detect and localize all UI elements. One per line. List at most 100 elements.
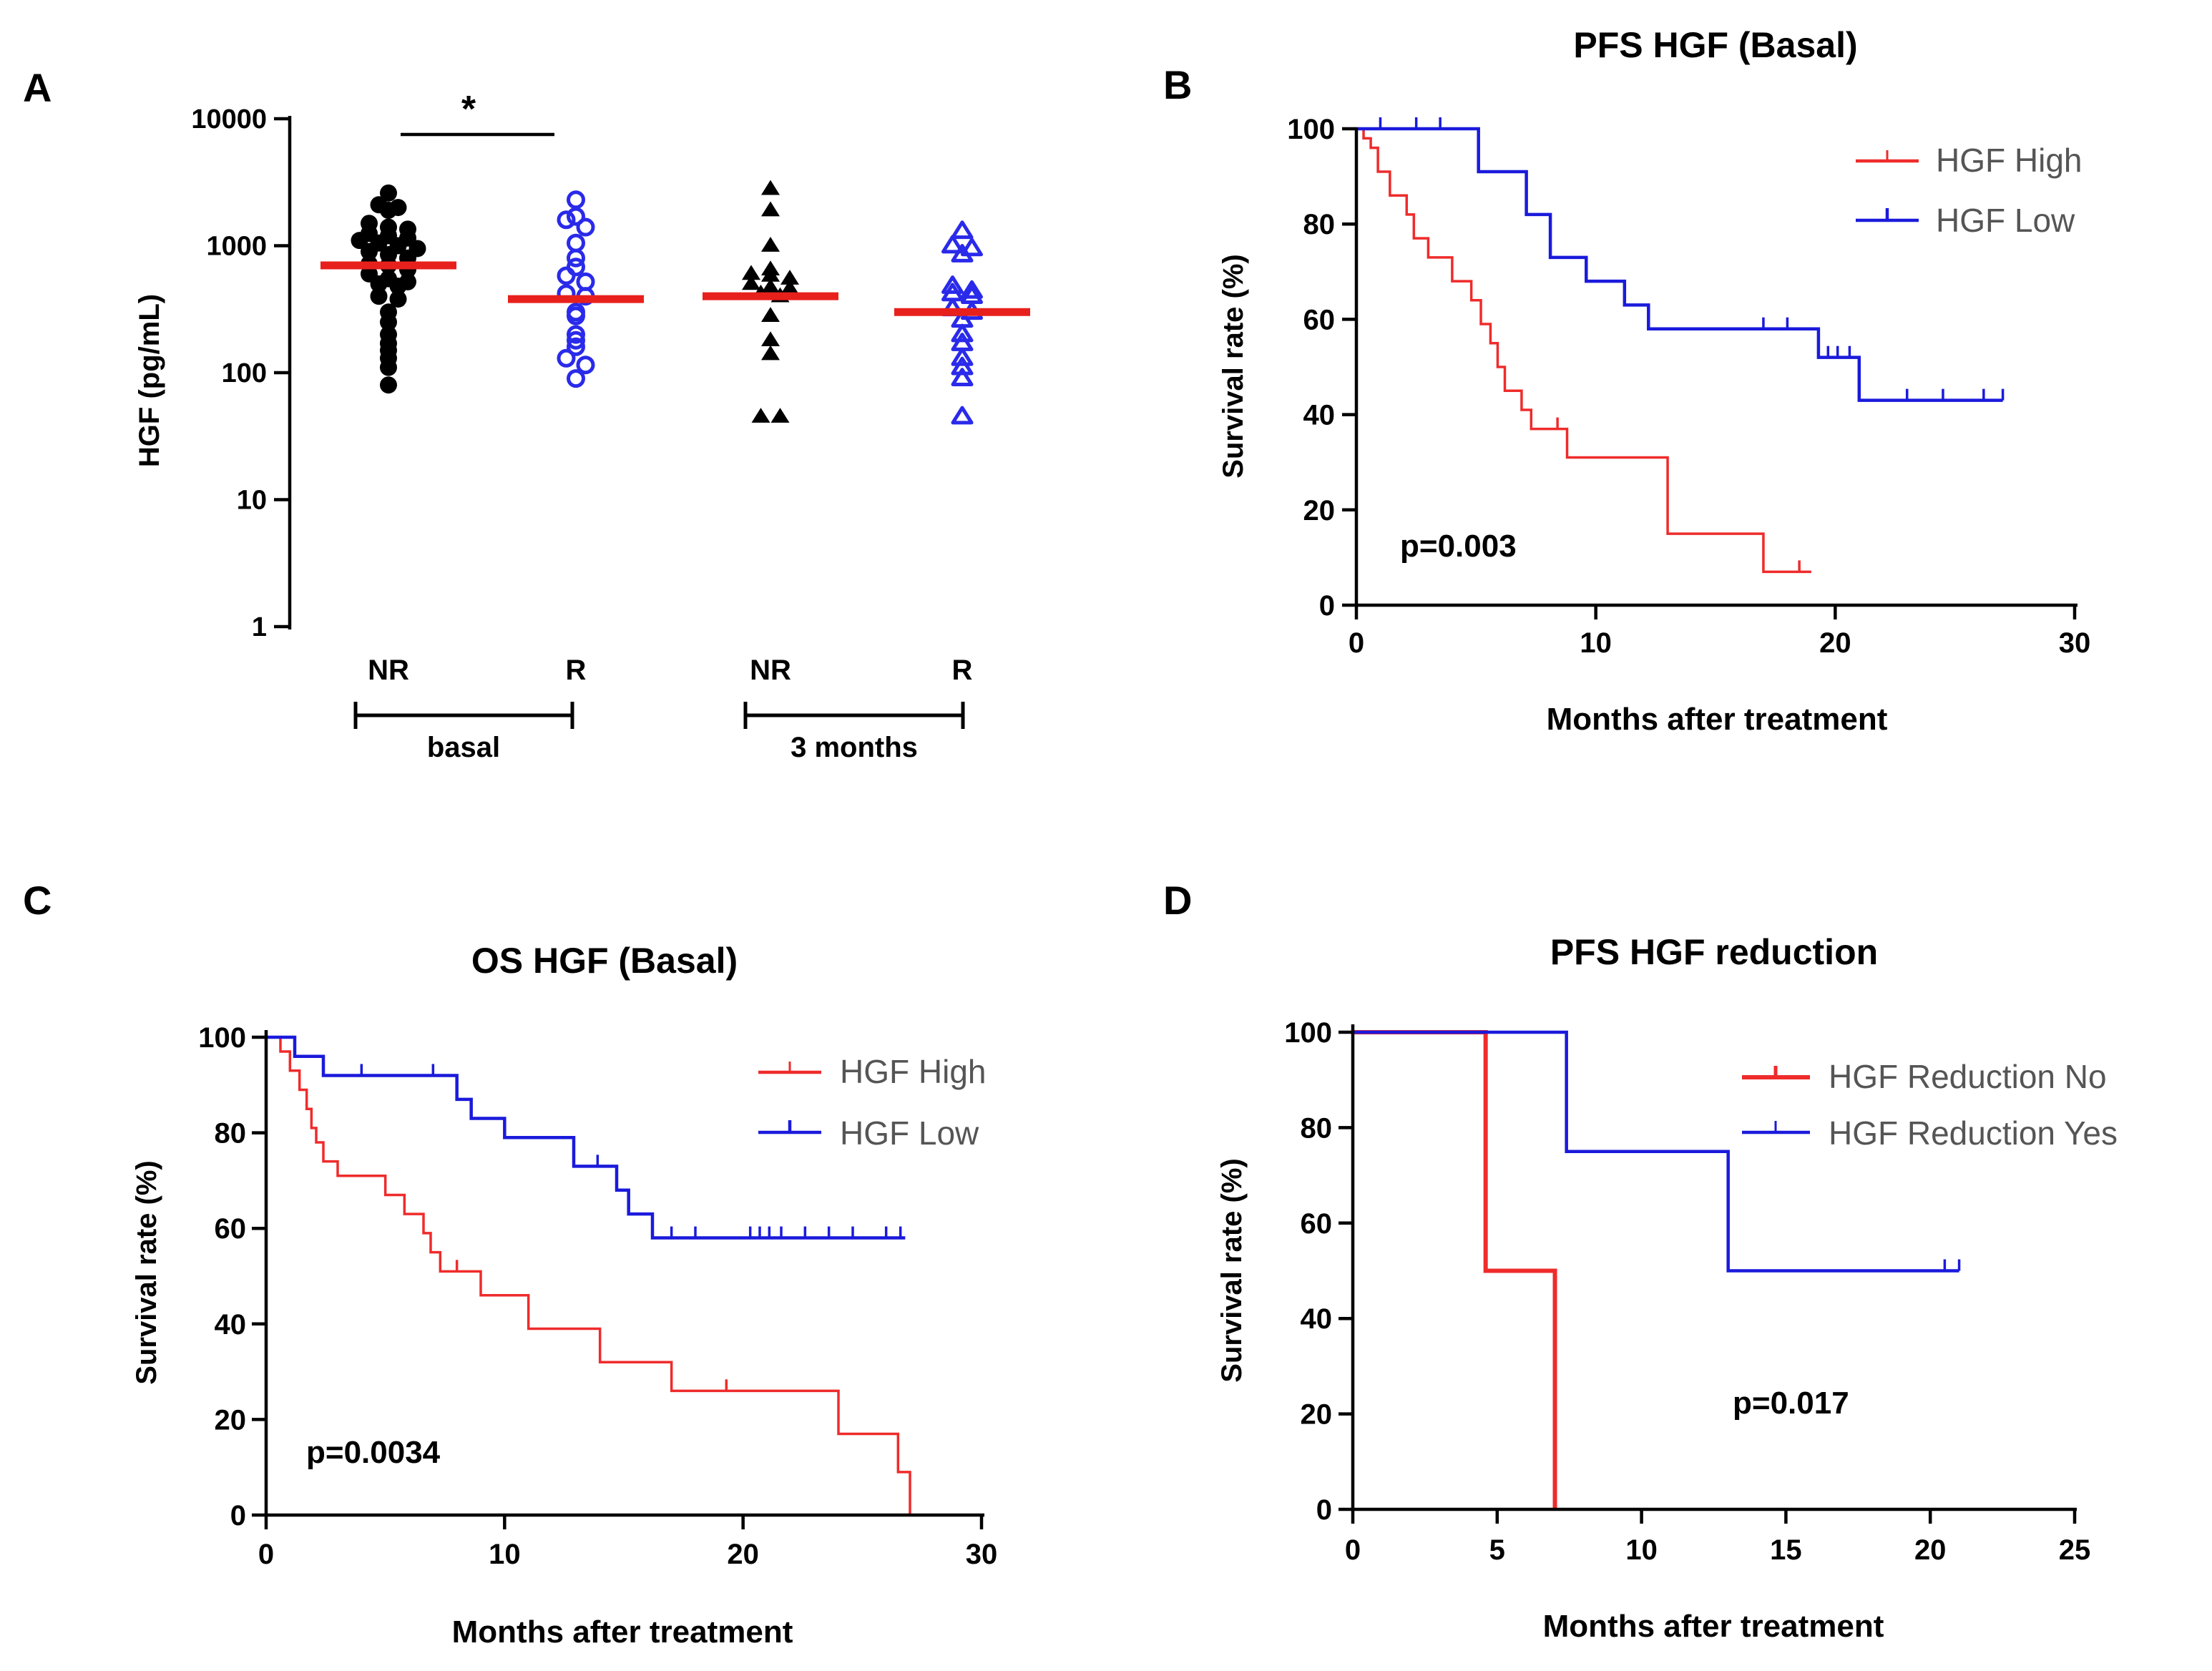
panel-a-data-points (351, 180, 983, 425)
data-point (780, 270, 799, 285)
panel-b-legend: HGF High HGF Low (1856, 142, 2082, 239)
legend-label-hgf-low: HGF Low (1936, 202, 2075, 239)
y-tick-label: 60 (1301, 1208, 1333, 1240)
data-point (399, 220, 416, 238)
data-point (761, 345, 780, 361)
y-tick-label: 20 (1303, 495, 1336, 526)
y-tick-label: 20 (215, 1404, 247, 1436)
y-tick-label: 10000 (191, 104, 267, 134)
group-label-basal: basal (427, 732, 500, 763)
data-point (951, 406, 974, 425)
legend-entry-hgf-low: HGF Low (1856, 202, 2075, 239)
data-point (951, 323, 974, 343)
panel-b-series (1356, 117, 2005, 574)
y-tick-label: 0 (1319, 590, 1335, 622)
panel-d-legend: HGF Reduction No HGF Reduction Yes (1742, 1058, 2118, 1152)
panel-a-medians (320, 261, 1030, 316)
panel-letter-d: D (1163, 878, 1192, 923)
data-point (761, 331, 780, 347)
data-point (557, 210, 576, 230)
panel-c-p-value: p=0.0034 (306, 1435, 441, 1470)
data-point (567, 325, 585, 344)
panel-c-title: OS HGF (Basal) (471, 941, 738, 981)
x-tick-label: 0 (258, 1539, 274, 1570)
legend-entry-reduction-no: HGF Reduction No (1742, 1058, 2107, 1095)
category-label: NR (368, 655, 409, 686)
data-point (567, 233, 585, 253)
survival-curve (1356, 127, 1811, 574)
panel-d-title: PFS HGF reduction (1550, 932, 1878, 972)
x-tick-label: 25 (2059, 1534, 2091, 1566)
panel-b-title: PFS HGF (Basal) (1573, 25, 1857, 65)
data-point (389, 290, 407, 308)
data-point (761, 201, 780, 217)
legend-label-reduction-yes: HGF Reduction Yes (1829, 1114, 2118, 1152)
x-tick-label: 0 (1349, 627, 1364, 659)
panel-letter-c: C (23, 878, 52, 923)
significance-star: * (461, 89, 476, 130)
panel-a-dot-plot: HGF (pg/mL) 1 10 100 1000 10000 NR R NR R * bas… (134, 89, 1030, 763)
panel-d-series (1353, 1030, 1961, 1509)
data-point (370, 196, 388, 214)
y-tick-label: 100 (1287, 114, 1335, 145)
y-tick-label: 80 (1303, 209, 1336, 240)
y-tick-label: 40 (1303, 400, 1336, 431)
y-tick-label: 100 (1284, 1017, 1332, 1049)
data-point (389, 199, 407, 217)
data-point (941, 275, 964, 294)
y-tick-label: 20 (1301, 1399, 1333, 1431)
data-point (780, 279, 799, 295)
data-point (951, 347, 974, 366)
panel-b-km-plot: PFS HGF (Basal) Survival rate (%) Months… (1218, 25, 2090, 737)
data-point (567, 258, 585, 277)
data-point (761, 237, 780, 252)
survival-curve (1356, 127, 2003, 402)
panel-c-x-axis-label: Months after treatment (452, 1614, 793, 1650)
legend-entry-hgf-low-c: HGF Low (758, 1114, 979, 1152)
data-point (961, 285, 983, 304)
y-tick-label: 60 (1303, 304, 1336, 335)
panel-d-p-value: p=0.017 (1733, 1386, 1849, 1421)
legend-label-hgf-low-c: HGF Low (840, 1114, 979, 1152)
data-point (380, 270, 397, 288)
y-tick-label: 1 (252, 612, 267, 642)
x-tick-label: 20 (1914, 1534, 1947, 1566)
data-point (961, 280, 983, 299)
y-tick-label: 80 (215, 1118, 247, 1150)
x-tick-label: 10 (1625, 1534, 1658, 1566)
data-point (567, 207, 585, 226)
panel-letter-b: B (1163, 62, 1192, 107)
data-point (567, 303, 585, 322)
data-point (380, 303, 397, 321)
panel-d-ticks: 0 20 40 60 80 100 0 5 10 15 20 25 (1284, 1017, 2090, 1566)
y-tick-label: 40 (1301, 1303, 1333, 1335)
legend-label-hgf-high-c: HGF High (840, 1053, 986, 1090)
x-tick-label: 30 (2059, 627, 2091, 659)
panel-c-legend: HGF High HGF Low (758, 1053, 986, 1152)
y-tick-label: 40 (215, 1309, 247, 1341)
data-point (961, 237, 983, 257)
data-point (399, 273, 416, 290)
y-tick-label: 80 (1301, 1112, 1333, 1144)
legend-entry-reduction-yes: HGF Reduction Yes (1742, 1114, 2118, 1152)
data-point (380, 376, 397, 394)
panel-b-y-axis-label: Survival rate (%) (1218, 254, 1249, 478)
category-label: NR (750, 655, 791, 686)
data-point (770, 408, 790, 423)
y-tick-label: 100 (222, 358, 267, 388)
category-label: R (952, 655, 973, 686)
data-point (567, 190, 585, 210)
data-point (370, 288, 388, 305)
panel-letter-a: A (23, 65, 52, 110)
group-bracket-basal: basal (353, 702, 574, 763)
legend-label-hgf-high: HGF High (1936, 142, 2082, 179)
data-point (567, 369, 585, 388)
data-point (761, 278, 780, 294)
x-tick-label: 0 (1345, 1534, 1361, 1566)
data-point (576, 217, 595, 237)
survival-curve (266, 1035, 906, 1240)
panel-c-series (266, 1035, 911, 1515)
y-tick-label: 100 (198, 1022, 246, 1054)
data-point (380, 218, 397, 236)
